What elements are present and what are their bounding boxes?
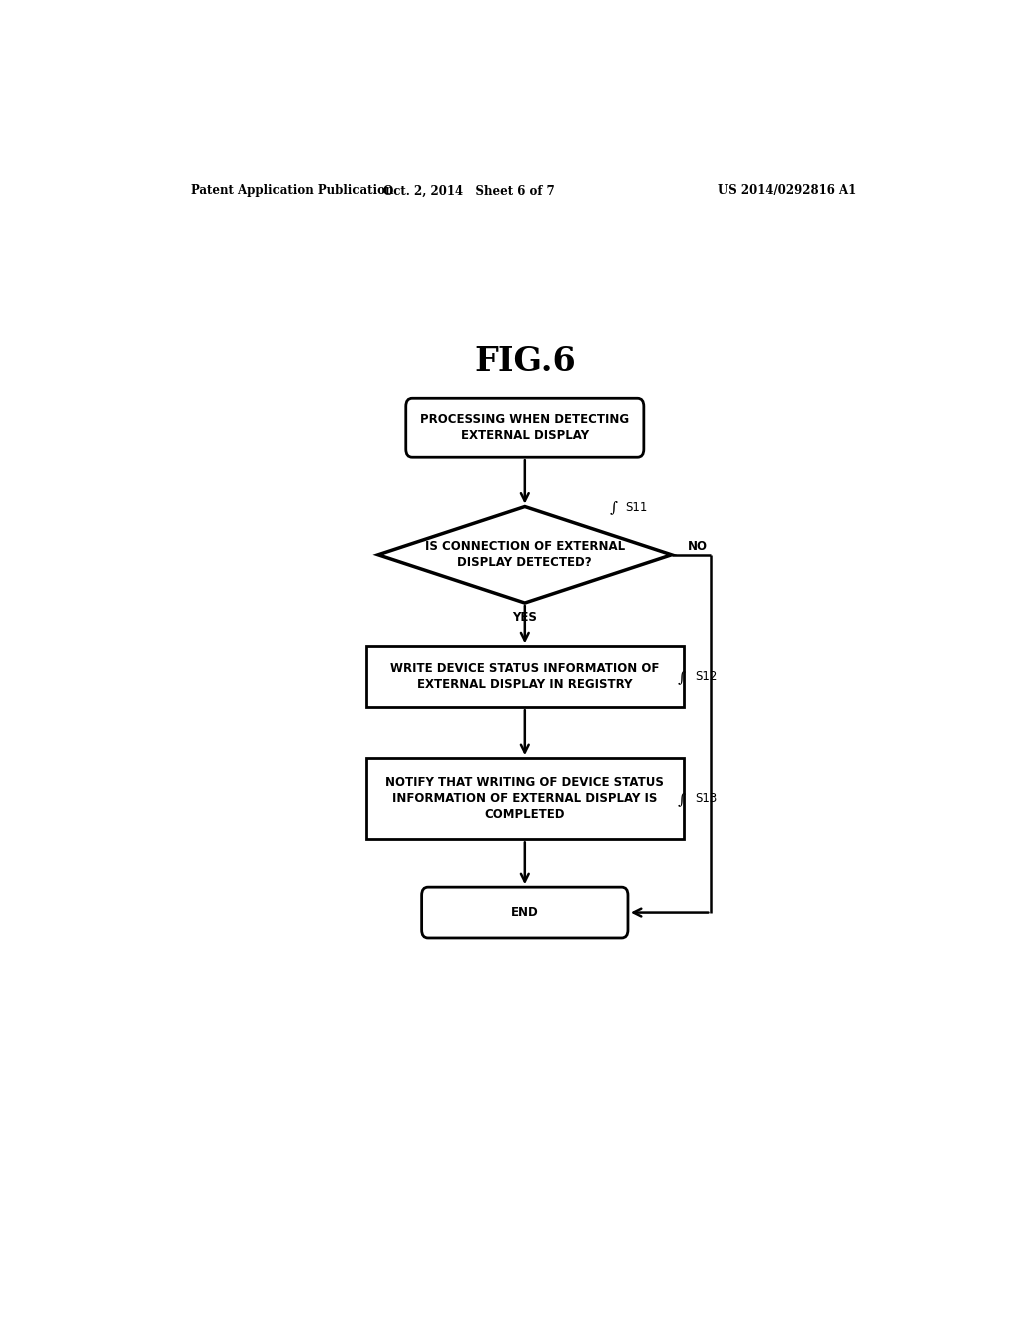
Bar [367,647,684,708]
Polygon shape [378,507,672,603]
Text: S11: S11 [626,500,648,513]
FancyBboxPatch shape [406,399,644,457]
Text: WRITE DEVICE STATUS INFORMATION OF
EXTERNAL DISPLAY IN REGISTRY: WRITE DEVICE STATUS INFORMATION OF EXTER… [390,663,659,692]
Text: END: END [511,906,539,919]
Text: IS CONNECTION OF EXTERNAL
DISPLAY DETECTED?: IS CONNECTION OF EXTERNAL DISPLAY DETECT… [425,540,625,569]
Text: S13: S13 [695,792,718,805]
Text: NO: NO [687,540,708,553]
Text: S12: S12 [695,671,718,684]
Text: PROCESSING WHEN DETECTING
EXTERNAL DISPLAY: PROCESSING WHEN DETECTING EXTERNAL DISPL… [420,413,630,442]
Text: YES: YES [512,611,538,624]
Text: Patent Application Publication: Patent Application Publication [191,185,394,198]
Text: ∫: ∫ [678,792,686,805]
Bar [367,758,684,840]
Text: FIG.6: FIG.6 [474,346,575,379]
Text: Oct. 2, 2014   Sheet 6 of 7: Oct. 2, 2014 Sheet 6 of 7 [383,185,555,198]
Text: ∫: ∫ [609,500,617,513]
Text: ∫: ∫ [678,669,686,684]
FancyBboxPatch shape [422,887,628,939]
Text: NOTIFY THAT WRITING OF DEVICE STATUS
INFORMATION OF EXTERNAL DISPLAY IS
COMPLETE: NOTIFY THAT WRITING OF DEVICE STATUS INF… [385,776,665,821]
Text: US 2014/0292816 A1: US 2014/0292816 A1 [718,185,856,198]
